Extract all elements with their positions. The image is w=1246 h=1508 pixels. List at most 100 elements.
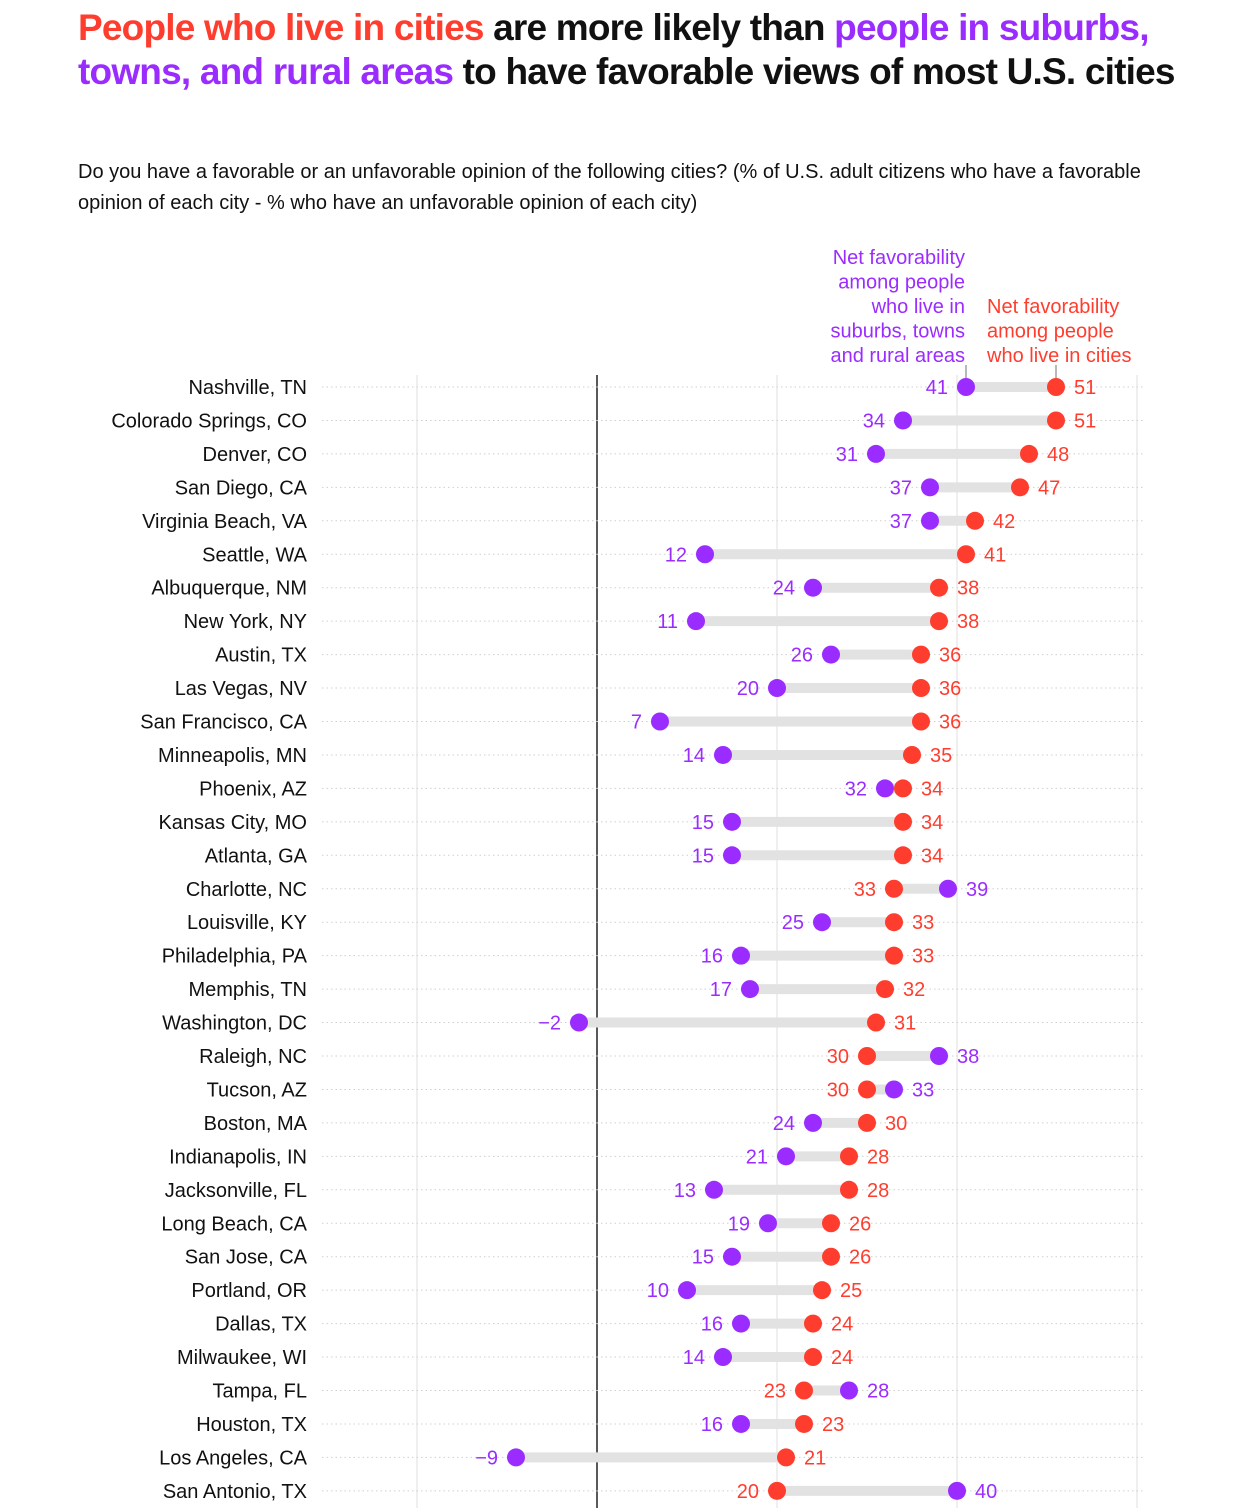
city-label: Austin, TX [215,645,307,667]
city-label: Louisville, KY [187,912,307,934]
label-cities: 34 [921,778,943,800]
label-suburbs: 16 [701,1314,723,1336]
label-suburbs: 34 [863,410,885,432]
city-label: San Francisco, CA [140,712,307,734]
city-label: Kansas City, MO [158,812,307,834]
legend-cities-line: who live in cities [986,345,1132,367]
dot-suburbs [885,1080,903,1099]
label-suburbs: 28 [867,1381,889,1403]
label-cities: 33 [854,879,876,901]
city-label: Jacksonville, FL [165,1180,307,1202]
label-cities: 32 [903,979,925,1001]
label-suburbs: 39 [966,879,988,901]
dot-cities [858,1047,876,1065]
dot-cities [858,1080,876,1099]
label-suburbs: 16 [701,1414,723,1436]
label-suburbs: 26 [791,645,813,667]
city-label: San Antonio, TX [163,1481,307,1503]
city-label: San Jose, CA [185,1247,308,1269]
label-cities: 38 [957,611,979,633]
label-suburbs: 24 [773,1113,795,1135]
label-cities: 24 [831,1347,853,1369]
dot-cities [903,745,921,764]
city-label: Philadelphia, PA [162,946,308,968]
dot-cities [966,511,984,530]
dot-cities [777,1448,795,1467]
legend-suburbs-line: Net favorability [833,247,965,269]
label-suburbs: 24 [773,578,795,600]
label-suburbs: 16 [701,946,723,968]
dot-cities [912,645,930,664]
dot-cities [912,712,930,731]
label-suburbs: 12 [665,544,687,566]
label-suburbs: 38 [957,1046,979,1068]
legend-suburbs-line: and rural areas [830,345,965,367]
label-suburbs: 15 [692,845,714,867]
label-cities: 31 [894,1013,916,1035]
label-suburbs: 37 [890,511,912,533]
dot-suburbs [804,1113,822,1132]
label-cities: 36 [939,645,961,667]
label-cities: 23 [822,1414,844,1436]
label-suburbs: 40 [975,1481,997,1503]
label-suburbs: 15 [692,812,714,834]
city-label: Indianapolis, IN [169,1146,307,1168]
dot-suburbs [714,1348,732,1367]
dot-cities [795,1381,813,1400]
chart-title: People who live in cities are more likel… [78,6,1198,94]
label-suburbs: 11 [657,611,678,633]
dot-suburbs [822,645,840,664]
dot-cities [876,980,894,999]
city-label: Tampa, FL [213,1381,307,1403]
dot-suburbs [732,1414,750,1433]
label-cities: 28 [867,1146,889,1168]
city-label: Raleigh, NC [199,1046,307,1068]
dot-suburbs [507,1448,525,1467]
label-suburbs: 25 [782,912,804,934]
label-cities: 36 [939,712,961,734]
city-label: Phoenix, AZ [199,778,307,800]
label-suburbs: 14 [683,1347,705,1369]
dot-cities [885,946,903,965]
label-suburbs: 37 [890,477,912,499]
label-cities: 36 [939,678,961,700]
legend-cities-line: among people [987,321,1114,343]
dot-cities [912,679,930,698]
label-suburbs: 21 [746,1146,768,1168]
title-suburbs: people in suburbs, towns, and rural area… [78,7,1149,92]
label-suburbs: 7 [631,712,642,734]
label-suburbs: 32 [845,778,867,800]
dot-cities [768,1481,786,1500]
dot-suburbs [723,846,741,865]
dot-suburbs [651,712,669,731]
city-label: Tucson, AZ [207,1079,307,1101]
label-cities: 26 [849,1213,871,1235]
chart-subtitle: Do you have a favorable or an unfavorabl… [78,161,1141,214]
label-cities: 26 [849,1247,871,1269]
label-suburbs: 14 [683,745,705,767]
dot-suburbs [705,1180,723,1199]
label-cities: 38 [957,578,979,600]
dot-cities [1020,444,1038,463]
dot-suburbs [957,378,975,396]
dot-cities [867,1013,885,1032]
legend-cities-line: Net favorability [987,296,1119,318]
label-cities: 25 [840,1280,862,1302]
label-suburbs: 15 [692,1247,714,1269]
label-cities: 48 [1047,444,1069,466]
dot-suburbs [723,1247,741,1266]
city-label: Seattle, WA [202,544,308,566]
dot-cities [894,812,912,831]
dot-suburbs [696,545,714,564]
dot-suburbs [570,1013,588,1032]
label-suburbs: 41 [926,377,948,399]
dot-suburbs [759,1214,777,1233]
dot-cities [930,612,948,631]
city-label: Memphis, TN [188,979,307,1001]
dot-cities [858,1113,876,1132]
label-cities: 24 [831,1314,853,1336]
label-cities: 34 [921,845,943,867]
city-label: Milwaukee, WI [177,1347,307,1369]
dot-suburbs [948,1481,966,1500]
dot-cities [894,779,912,798]
